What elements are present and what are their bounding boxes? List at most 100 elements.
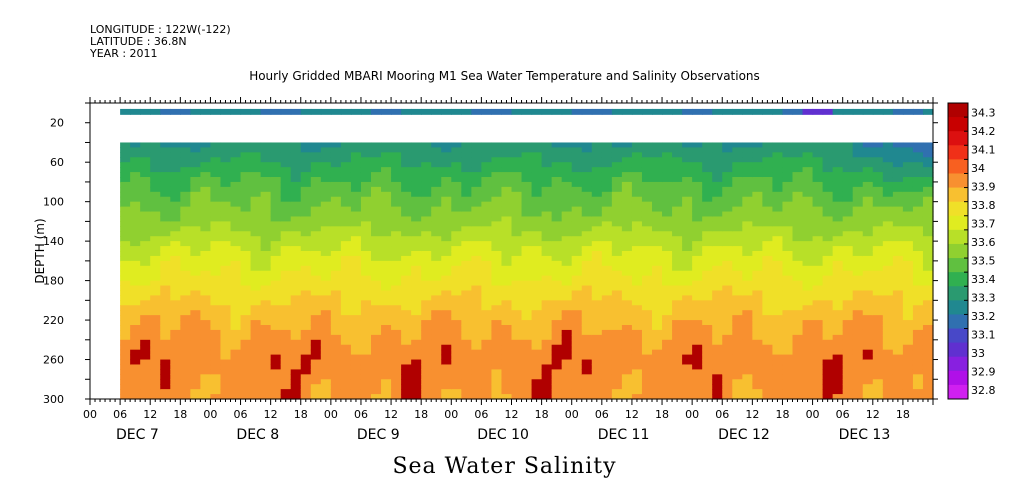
heatmap-cell bbox=[300, 280, 312, 287]
heatmap-cell bbox=[662, 241, 673, 247]
heatmap-cell bbox=[300, 147, 312, 153]
heatmap-cell bbox=[812, 196, 824, 203]
heatmap-cell bbox=[521, 325, 533, 331]
heatmap-cell bbox=[571, 206, 583, 213]
heatmap-cell bbox=[120, 167, 131, 173]
heatmap-cell bbox=[280, 147, 292, 153]
heatmap-cell bbox=[401, 359, 412, 366]
x-hour-tick-label: 18 bbox=[535, 408, 549, 421]
heatmap-cell bbox=[320, 265, 332, 272]
heatmap-cell bbox=[752, 226, 763, 232]
heatmap-cell bbox=[882, 315, 894, 321]
heatmap-cell bbox=[180, 206, 191, 213]
heatmap-cell bbox=[350, 280, 362, 287]
heatmap-cell bbox=[722, 384, 733, 390]
heatmap-cell bbox=[611, 186, 623, 193]
heatmap-cell bbox=[852, 177, 864, 183]
heatmap-cell bbox=[130, 216, 141, 222]
heatmap-cell bbox=[772, 186, 784, 193]
heatmap-cell bbox=[330, 349, 342, 356]
heatmap-cell bbox=[722, 280, 733, 287]
heatmap-cell bbox=[451, 325, 462, 331]
heatmap-cell bbox=[621, 265, 633, 272]
heatmap-cell bbox=[782, 265, 794, 272]
heatmap-cell bbox=[702, 196, 713, 203]
heatmap-cell bbox=[481, 231, 493, 237]
heatmap-cell bbox=[922, 369, 934, 375]
heatmap-cell bbox=[802, 216, 814, 222]
heatmap-cell bbox=[190, 394, 201, 400]
heatmap-cell bbox=[912, 147, 924, 153]
heatmap-cell bbox=[170, 359, 181, 366]
heatmap-cell bbox=[842, 251, 854, 257]
heatmap-cell bbox=[160, 196, 171, 203]
heatmap-cell bbox=[411, 221, 422, 227]
heatmap-cell bbox=[672, 325, 683, 331]
heatmap-cell bbox=[290, 349, 302, 356]
heatmap-cell bbox=[200, 260, 212, 267]
heatmap-cell bbox=[842, 216, 854, 222]
heatmap-cell bbox=[922, 329, 934, 336]
heatmap-cell bbox=[210, 369, 222, 375]
heatmap-cell bbox=[782, 305, 794, 311]
heatmap-cell bbox=[682, 177, 693, 183]
heatmap-cell bbox=[240, 379, 252, 385]
heatmap-cell bbox=[320, 349, 332, 356]
heatmap-cell bbox=[511, 260, 523, 267]
heatmap-cell bbox=[451, 152, 462, 158]
heatmap-cell bbox=[772, 374, 784, 380]
heatmap-cell bbox=[280, 270, 292, 277]
heatmap-cell bbox=[250, 275, 262, 282]
heatmap-cell bbox=[240, 374, 252, 380]
heatmap-cell bbox=[882, 389, 894, 395]
heatmap-cell bbox=[541, 270, 553, 277]
heatmap-cell bbox=[722, 359, 733, 366]
heatmap-cell bbox=[310, 147, 322, 153]
heatmap-cell bbox=[340, 201, 352, 208]
heatmap-cell bbox=[401, 251, 412, 257]
heatmap-cell bbox=[391, 255, 402, 262]
heatmap-cell bbox=[702, 329, 713, 336]
heatmap-cell bbox=[180, 226, 191, 232]
heatmap-cell bbox=[340, 246, 352, 252]
heatmap-cell bbox=[571, 334, 583, 341]
heatmap-cell bbox=[591, 255, 603, 262]
heatmap-cell bbox=[621, 359, 633, 366]
heatmap-cell bbox=[411, 167, 422, 173]
heatmap-cell bbox=[742, 270, 753, 277]
heatmap-cell bbox=[170, 172, 181, 178]
heatmap-cell bbox=[491, 389, 503, 395]
heatmap-cell bbox=[682, 374, 693, 380]
heatmap-cell bbox=[541, 344, 553, 351]
heatmap-cell bbox=[722, 354, 733, 361]
heatmap-cell bbox=[541, 157, 553, 163]
heatmap-cell bbox=[150, 255, 161, 262]
heatmap-cell bbox=[922, 196, 934, 203]
heatmap-cell bbox=[401, 265, 412, 272]
heatmap-cell bbox=[902, 231, 914, 237]
heatmap-cell bbox=[481, 354, 493, 361]
heatmap-cell bbox=[270, 339, 282, 346]
heatmap-cell bbox=[160, 344, 171, 351]
heatmap-cell bbox=[722, 339, 733, 346]
heatmap-cell bbox=[842, 354, 854, 361]
x-hour-tick-label: 06 bbox=[715, 408, 729, 421]
heatmap-cell bbox=[922, 181, 934, 188]
heatmap-cell bbox=[601, 196, 613, 203]
heatmap-cell bbox=[792, 384, 804, 390]
heatmap-cell bbox=[762, 275, 774, 282]
heatmap-cell bbox=[371, 344, 382, 351]
heatmap-cell bbox=[170, 329, 181, 336]
heatmap-cell bbox=[521, 364, 533, 370]
heatmap-cell bbox=[802, 246, 814, 252]
heatmap-cell bbox=[842, 201, 854, 208]
heatmap-cell bbox=[571, 320, 583, 326]
heatmap-cell bbox=[762, 374, 774, 380]
heatmap-cell bbox=[260, 246, 272, 252]
heatmap-cell bbox=[320, 231, 332, 237]
heatmap-cell bbox=[270, 320, 282, 326]
heatmap-cell bbox=[230, 255, 242, 262]
heatmap-cell bbox=[892, 285, 904, 292]
heatmap-cell bbox=[862, 226, 874, 232]
heatmap-cell bbox=[330, 152, 342, 158]
